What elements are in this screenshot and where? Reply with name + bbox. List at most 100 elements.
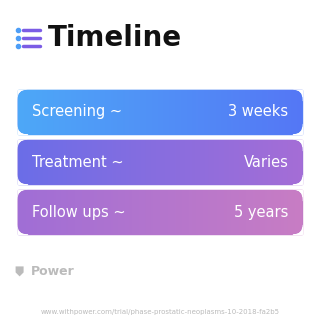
Bar [25, 90, 26, 134]
Bar [114, 90, 115, 134]
Bar [192, 140, 193, 184]
Bar [199, 140, 200, 184]
Bar [255, 190, 256, 234]
Bar [77, 190, 78, 234]
Bar [299, 90, 300, 134]
Bar [228, 90, 229, 134]
Bar [294, 140, 295, 184]
Bar [27, 140, 28, 184]
Bar [146, 140, 147, 184]
Bar [171, 90, 172, 134]
Bar [123, 140, 124, 184]
Bar [221, 90, 222, 134]
Bar [231, 90, 232, 134]
Bar [198, 90, 199, 134]
Bar [223, 190, 224, 234]
Bar [265, 190, 266, 234]
Bar [299, 140, 300, 184]
Bar [291, 190, 292, 234]
Bar [32, 90, 33, 134]
Bar [289, 190, 290, 234]
Bar [227, 90, 228, 134]
Bar [218, 90, 219, 134]
Text: 5 years: 5 years [234, 205, 288, 219]
Bar [92, 90, 93, 134]
Bar [152, 190, 153, 234]
Bar [115, 140, 116, 184]
Bar [163, 190, 164, 234]
Bar [117, 190, 118, 234]
Bar [18, 225, 27, 234]
Bar [222, 140, 223, 184]
Bar [292, 190, 293, 234]
Bar [150, 140, 151, 184]
Bar [148, 90, 149, 134]
Bar [125, 90, 126, 134]
Bar [90, 190, 91, 234]
Bar [238, 90, 239, 134]
Bar [127, 90, 128, 134]
Bar [52, 140, 53, 184]
Bar [291, 140, 292, 184]
FancyBboxPatch shape [18, 90, 302, 134]
Bar [18, 190, 27, 199]
Bar [123, 90, 124, 134]
Bar [223, 90, 224, 134]
Bar [208, 90, 209, 134]
Bar [191, 90, 192, 134]
Bar [239, 190, 240, 234]
Bar [289, 90, 290, 134]
Bar [173, 190, 174, 234]
Bar [140, 140, 141, 184]
Bar [152, 90, 153, 134]
Bar [232, 190, 233, 234]
Bar [55, 190, 56, 234]
Bar [24, 90, 25, 134]
Bar [293, 140, 302, 149]
Bar [164, 140, 165, 184]
Bar [50, 140, 51, 184]
Bar [36, 90, 37, 134]
Bar [147, 140, 148, 184]
Bar [36, 140, 37, 184]
Bar [45, 190, 46, 234]
Bar [92, 140, 93, 184]
Bar [45, 140, 46, 184]
Bar [69, 140, 70, 184]
Bar [215, 140, 216, 184]
Bar [32, 140, 33, 184]
Bar [233, 140, 234, 184]
Bar [50, 90, 51, 134]
Bar [277, 190, 278, 234]
Bar [282, 90, 283, 134]
Bar [180, 90, 181, 134]
Bar [246, 90, 247, 134]
Text: Varies: Varies [244, 155, 288, 169]
Bar [290, 90, 291, 134]
Bar [256, 140, 257, 184]
Bar [82, 190, 83, 234]
Bar [279, 90, 280, 134]
Bar [120, 90, 121, 134]
Bar [64, 190, 65, 234]
Bar [200, 140, 201, 184]
Bar [111, 140, 112, 184]
Bar [97, 90, 98, 134]
Bar [138, 90, 139, 134]
Bar [134, 90, 135, 134]
Bar [83, 190, 84, 234]
Bar [249, 90, 250, 134]
Bar [166, 90, 167, 134]
Bar [113, 190, 114, 234]
Bar [225, 90, 226, 134]
Bar [166, 190, 167, 234]
Bar [178, 190, 179, 234]
Bar [21, 140, 22, 184]
Bar [38, 140, 39, 184]
Bar [253, 190, 254, 234]
Bar [216, 190, 217, 234]
Bar [100, 190, 101, 234]
Bar [121, 90, 122, 134]
Bar [169, 140, 170, 184]
Bar [167, 140, 168, 184]
